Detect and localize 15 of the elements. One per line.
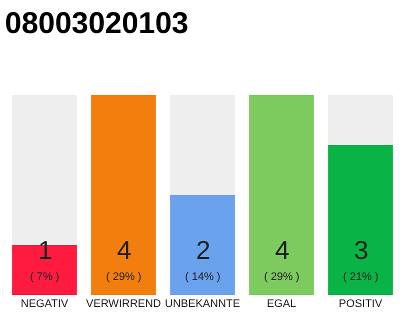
data-label: 4 bbox=[275, 235, 290, 265]
x-tick-label: EGAL bbox=[266, 298, 296, 310]
data-label: 2 bbox=[196, 235, 210, 265]
annotation: ( 29% ) bbox=[106, 271, 142, 283]
annotation: ( 21% ) bbox=[343, 271, 378, 283]
data-label: 4 bbox=[117, 235, 132, 265]
annotation: ( 29% ) bbox=[264, 271, 300, 283]
data-label: 3 bbox=[354, 235, 368, 265]
chart-title: 08003020103 bbox=[4, 6, 188, 40]
x-tick-label: NEGATIV bbox=[20, 298, 69, 310]
x-tick-label: POSITIV bbox=[338, 298, 383, 310]
x-tick-label: UNBEKANNTE bbox=[164, 298, 240, 310]
annotation: ( 14% ) bbox=[185, 271, 220, 283]
annotation: ( 7% ) bbox=[30, 271, 60, 283]
x-tick-label: VERWIRREND bbox=[86, 298, 162, 310]
